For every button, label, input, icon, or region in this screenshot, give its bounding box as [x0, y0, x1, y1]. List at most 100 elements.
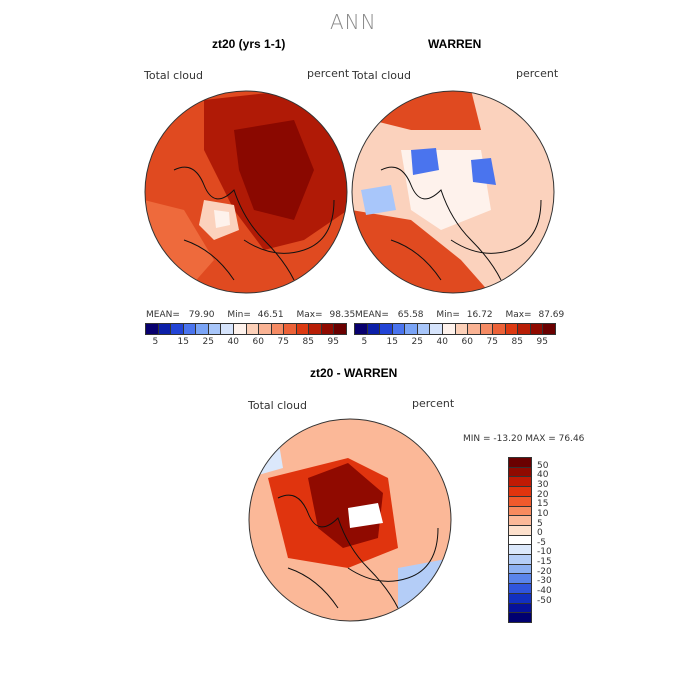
colorbar-swatch	[518, 324, 531, 334]
colorbar-tick-label: 85	[511, 337, 523, 347]
right-mean-label: MEAN=	[355, 310, 389, 320]
colorbar-swatch	[468, 324, 481, 334]
diff-variable-label: Total cloud	[248, 399, 307, 412]
colorbar-tick-label: 15	[177, 337, 189, 347]
colorbar-swatch	[493, 324, 506, 334]
right-polar-map	[351, 90, 555, 294]
right-stats: MEAN= 65.58 Min= 16.72 Max= 87.69	[355, 310, 564, 320]
left-mean-value: 79.90	[188, 310, 215, 320]
colorbar-swatch	[183, 324, 197, 334]
left-mean-label: MEAN=	[146, 310, 180, 320]
colorbar-swatch	[259, 324, 272, 334]
colorbar-swatch	[509, 458, 531, 468]
colorbar-swatch	[158, 324, 172, 334]
right-colorbar	[354, 323, 556, 335]
diff-region-zero	[348, 503, 383, 528]
colorbar-swatch	[509, 584, 531, 594]
colorbar-swatch	[430, 324, 443, 334]
right-max-value: 87.69	[538, 310, 565, 320]
diff-panel-title: zt20 - WARREN	[310, 366, 398, 380]
colorbar-swatch	[417, 324, 431, 334]
colorbar-tick-label: 75	[277, 337, 289, 347]
cloud-region-minimum	[214, 210, 230, 228]
colorbar-swatch	[442, 324, 456, 334]
colorbar-tick-label: -10	[537, 547, 552, 558]
right-min-value: 16.72	[466, 310, 493, 320]
diff-colorbar	[508, 457, 532, 623]
left-max-value: 98.35	[329, 310, 356, 320]
colorbar-tick-label: -15	[537, 557, 552, 568]
colorbar-tick-label: 60	[461, 337, 473, 347]
colorbar-swatch	[505, 324, 519, 334]
colorbar-swatch	[509, 477, 531, 488]
diff-colorbar-ticks: 50 40 30 20 15 10 5 0 -5 -10 -15 -20 -30 -40 -50	[537, 457, 567, 621]
colorbar-tick-label: 40	[227, 337, 239, 347]
colorbar-swatch	[246, 324, 260, 334]
colorbar-tick-label: 75	[486, 337, 498, 347]
right-variable-label: Total cloud	[352, 69, 411, 82]
colorbar-swatch	[334, 324, 346, 334]
right-panel-title: WARREN	[428, 37, 482, 51]
colorbar-swatch	[380, 324, 393, 334]
left-polar-map	[144, 90, 348, 294]
colorbar-swatch	[392, 324, 406, 334]
colorbar-tick-label: 5	[152, 337, 159, 347]
left-max-label: Max=	[296, 310, 323, 320]
diff-unit-label: percent	[412, 397, 455, 410]
colorbar-swatch	[509, 593, 531, 604]
colorbar-swatch	[405, 324, 418, 334]
diff-region-strong-positive	[308, 463, 383, 548]
colorbar-swatch	[509, 496, 531, 507]
colorbar-tick-label: 85	[302, 337, 314, 347]
colorbar-tick-label: 40	[537, 470, 549, 481]
cloud-region-negative	[411, 148, 439, 175]
colorbar-tick-label: 5	[361, 337, 368, 347]
colorbar-tick-label: 95	[327, 337, 339, 347]
left-unit-label: percent	[307, 67, 350, 80]
coastline	[277, 494, 439, 609]
colorbar-swatch	[509, 506, 531, 517]
map-border	[144, 90, 348, 294]
colorbar-swatch	[509, 574, 531, 585]
colorbar-swatch	[509, 516, 531, 526]
colorbar-swatch	[509, 613, 531, 622]
diff-polar-map	[248, 418, 452, 622]
colorbar-swatch	[233, 324, 247, 334]
figure-title: ANN	[330, 10, 377, 34]
colorbar-tick-label: -30	[537, 576, 552, 587]
left-min-label: Min=	[227, 310, 251, 320]
colorbar-swatch	[480, 324, 494, 334]
colorbar-tick-label: 0	[537, 528, 543, 539]
coastline	[380, 166, 542, 281]
colorbar-swatch	[309, 324, 322, 334]
left-variable-label: Total cloud	[144, 69, 203, 82]
right-min-label: Min=	[436, 310, 460, 320]
colorbar-swatch	[530, 324, 544, 334]
colorbar-tick-label: 25	[411, 337, 423, 347]
colorbar-tick-label: 30	[537, 479, 549, 490]
cloud-region-high	[371, 91, 481, 130]
colorbar-swatch	[208, 324, 222, 334]
colorbar-swatch	[171, 324, 184, 334]
map-border	[248, 418, 452, 622]
colorbar-swatch	[296, 324, 310, 334]
colorbar-swatch	[543, 324, 555, 334]
colorbar-tick-label: 95	[536, 337, 548, 347]
diff-stats: MIN = -13.20 MAX = 76.46	[463, 434, 585, 444]
colorbar-swatch	[509, 564, 531, 575]
colorbar-tick-label: -40	[537, 586, 552, 597]
right-max-label: Max=	[505, 310, 532, 320]
cloud-region-negative	[361, 185, 396, 215]
colorbar-tick-label: 10	[537, 508, 549, 519]
colorbar-swatch	[509, 487, 531, 497]
colorbar-tick-label: -5	[537, 537, 546, 548]
colorbar-tick-label: -50	[537, 595, 552, 606]
colorbar-tick-label: 15	[537, 499, 549, 510]
colorbar-tick-label: 15	[386, 337, 398, 347]
left-colorbar	[145, 323, 347, 335]
cloud-region-negative	[471, 158, 496, 185]
colorbar-swatch	[509, 603, 531, 614]
colorbar-swatch	[509, 467, 531, 478]
colorbar-tick-label: 50	[537, 460, 549, 471]
colorbar-swatch	[196, 324, 209, 334]
